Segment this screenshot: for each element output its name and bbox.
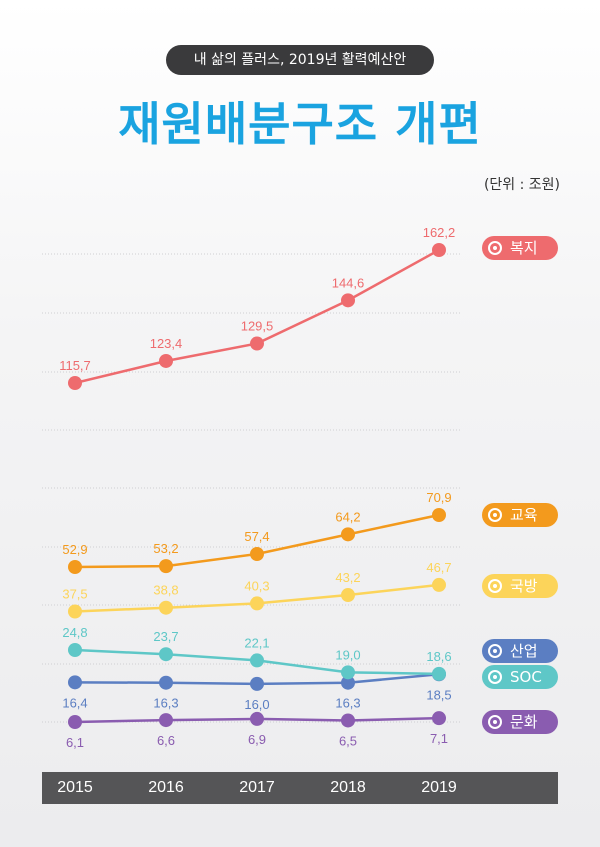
data-label: 52,9 bbox=[62, 542, 87, 557]
series-line bbox=[74, 248, 440, 385]
data-point bbox=[341, 293, 355, 308]
data-label: 16,3 bbox=[153, 696, 178, 711]
x-tick-label: 2017 bbox=[239, 779, 275, 796]
data-point bbox=[341, 675, 355, 690]
data-point bbox=[341, 713, 355, 728]
data-point bbox=[68, 643, 82, 657]
target-icon bbox=[488, 579, 502, 593]
data-label: 23,7 bbox=[153, 629, 178, 644]
legend-item: SOC bbox=[482, 665, 558, 689]
data-label: 16,3 bbox=[335, 696, 360, 711]
target-icon bbox=[488, 644, 502, 658]
data-point bbox=[432, 666, 446, 681]
x-tick-label: 2015 bbox=[57, 779, 93, 796]
data-point bbox=[341, 527, 355, 542]
data-label: 57,4 bbox=[244, 529, 269, 544]
target-icon bbox=[488, 670, 502, 684]
data-label: 19,0 bbox=[335, 647, 360, 662]
data-label: 6,5 bbox=[339, 733, 357, 748]
data-point bbox=[250, 336, 264, 351]
data-point bbox=[432, 243, 446, 257]
data-label: 144,6 bbox=[332, 275, 365, 290]
data-label: 162,2 bbox=[423, 225, 456, 240]
data-point bbox=[159, 675, 173, 690]
data-point bbox=[341, 665, 355, 680]
legend-label: 복지 bbox=[510, 239, 538, 257]
data-label: 6,1 bbox=[66, 735, 84, 750]
data-label: 24,8 bbox=[62, 625, 87, 640]
subtitle-badge: 내 삶의 플러스, 2019년 활력예산안 bbox=[166, 45, 434, 75]
data-point bbox=[159, 559, 173, 574]
target-icon bbox=[488, 241, 502, 255]
data-point bbox=[250, 653, 264, 668]
data-label: 16,4 bbox=[62, 695, 87, 710]
legend-label: 문화 bbox=[510, 713, 538, 731]
legend-label: SOC bbox=[510, 668, 542, 686]
data-label: 64,2 bbox=[335, 509, 360, 524]
data-label: 18,5 bbox=[426, 687, 451, 702]
data-point bbox=[432, 508, 446, 522]
data-label: 16,0 bbox=[244, 697, 269, 712]
data-point bbox=[432, 577, 446, 592]
data-point bbox=[250, 547, 264, 561]
data-label: 18,6 bbox=[426, 649, 451, 664]
data-label: 37,5 bbox=[62, 586, 87, 601]
x-tick-label: 2016 bbox=[148, 779, 184, 796]
data-point bbox=[432, 711, 446, 726]
legend-item: 복지 bbox=[482, 236, 558, 260]
data-point bbox=[159, 353, 173, 368]
data-point bbox=[159, 647, 173, 662]
data-point bbox=[250, 596, 264, 611]
data-label: 115,7 bbox=[59, 358, 91, 373]
data-label: 6,9 bbox=[248, 732, 266, 747]
x-axis-bar: 2015 2016 2017 2018 2019 bbox=[42, 772, 558, 804]
data-point bbox=[159, 713, 173, 728]
data-point bbox=[68, 715, 82, 729]
legend-item: 산업 bbox=[482, 639, 558, 663]
data-label: 53,2 bbox=[153, 541, 178, 556]
legend-label: 국방 bbox=[510, 577, 538, 595]
data-label: 46,7 bbox=[426, 560, 451, 575]
data-point bbox=[250, 676, 264, 691]
data-point bbox=[68, 604, 82, 619]
data-label: 38,8 bbox=[153, 583, 178, 598]
page-title: 재원배분구조 개편 bbox=[118, 97, 482, 151]
data-point bbox=[68, 560, 82, 574]
data-label: 22,1 bbox=[244, 635, 269, 650]
target-icon bbox=[488, 508, 502, 522]
unit-label: (단위 : 조원) bbox=[483, 177, 560, 193]
x-tick-label: 2018 bbox=[330, 779, 366, 796]
data-point bbox=[68, 675, 82, 690]
data-point bbox=[159, 600, 173, 615]
legend-item: 교육 bbox=[482, 503, 558, 527]
data-label: 7,1 bbox=[430, 731, 448, 746]
data-point bbox=[68, 376, 82, 390]
legend-item: 국방 bbox=[482, 574, 558, 598]
data-point bbox=[341, 588, 355, 603]
target-icon bbox=[488, 715, 502, 729]
legend-item: 문화 bbox=[482, 710, 558, 734]
data-label: 70,9 bbox=[426, 490, 451, 505]
data-label: 6,6 bbox=[157, 733, 175, 748]
data-label: 129,5 bbox=[241, 319, 274, 334]
data-point bbox=[250, 711, 264, 726]
data-label: 43,2 bbox=[335, 570, 360, 585]
x-tick-label: 2019 bbox=[421, 779, 457, 796]
data-label: 40,3 bbox=[244, 578, 269, 593]
legend-label: 교육 bbox=[510, 506, 538, 524]
legend-label: 산업 bbox=[510, 642, 538, 660]
data-label: 123,4 bbox=[150, 336, 183, 351]
